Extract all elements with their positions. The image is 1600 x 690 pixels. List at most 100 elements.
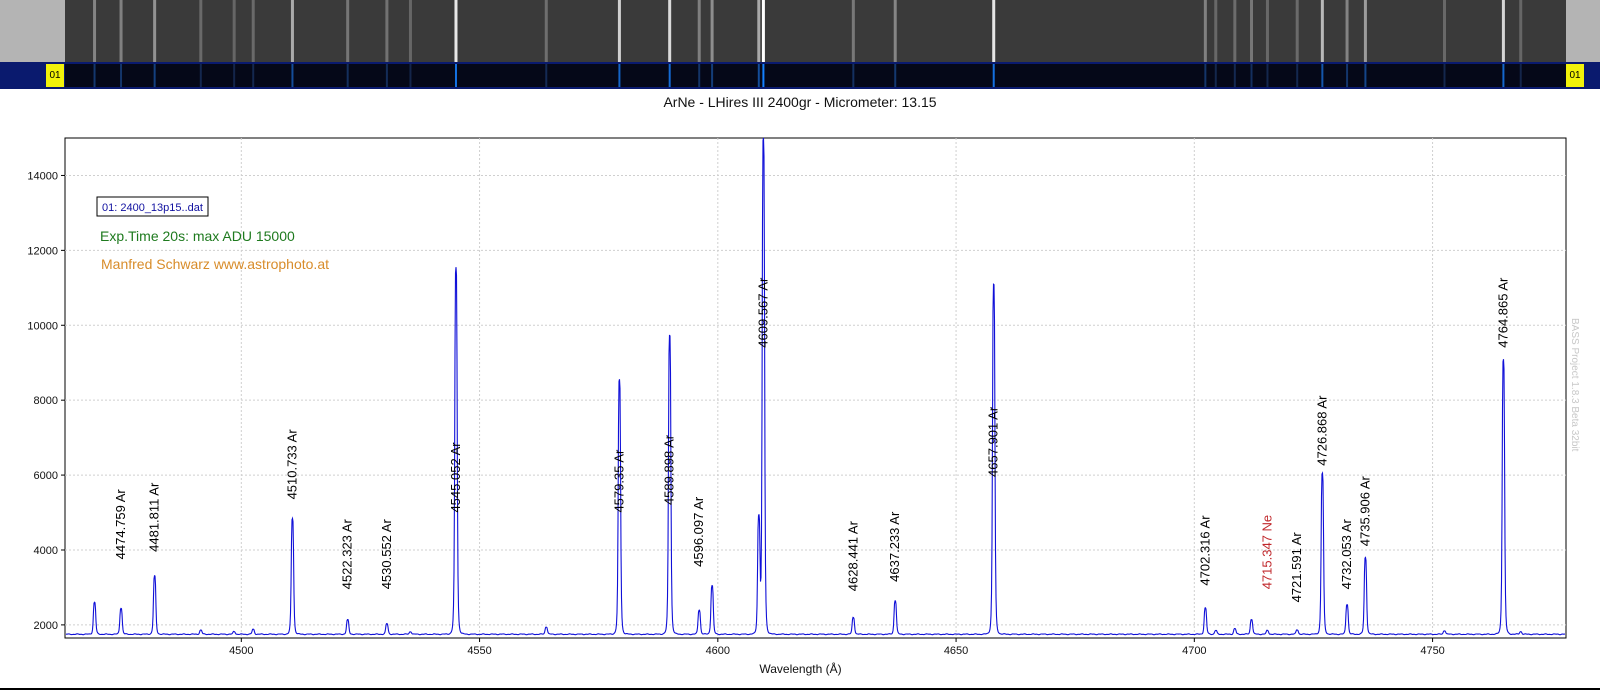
strip-line (757, 0, 761, 62)
line-label: 4589.898 Ar (662, 434, 677, 505)
line-label: 4721.591 Ar (1289, 532, 1304, 603)
line-label: 4732.053 Ar (1339, 519, 1354, 590)
strip-line (199, 0, 203, 62)
strip-line (1250, 0, 1254, 62)
color-bar-line (1250, 64, 1253, 87)
strip-line (251, 0, 255, 62)
chart-title: ArNe - LHires III 2400gr - Micrometer: 1… (663, 94, 937, 110)
strip-line (93, 0, 97, 62)
x-tick-label: 4550 (467, 645, 491, 657)
line-label: 4735.906 Ar (1357, 475, 1372, 546)
strip-line (668, 0, 672, 62)
annotation-exposure: Exp.Time 20s: max ADU 15000 (100, 228, 295, 244)
y-tick-label: 4000 (34, 545, 58, 557)
legend-entry: 01: 2400_13p15..dat (102, 202, 203, 214)
strip-line (761, 0, 765, 62)
strip-line (385, 0, 389, 62)
line-label: 4474.759 Ar (113, 489, 128, 560)
color-bar-line (894, 64, 897, 87)
color-bar-line (1233, 64, 1236, 87)
right-spectrum-marker: 01 (1566, 64, 1584, 87)
color-bar-line (252, 64, 255, 87)
x-tick-label: 4650 (944, 645, 968, 657)
color-bar-line (757, 64, 760, 87)
color-bar-line (1443, 64, 1446, 87)
line-label: 4481.811 Ar (147, 482, 162, 552)
strip-line (454, 0, 458, 62)
color-bar-line (454, 64, 457, 87)
strip-line (290, 0, 294, 62)
color-bar-line (1214, 64, 1217, 87)
software-watermark: BASS Project 1.8.3 Beta 32bit (1569, 318, 1580, 452)
left-spectrum-marker: 01 (46, 64, 64, 87)
strip-line (153, 0, 157, 62)
strip-line (544, 0, 548, 62)
strip-line (697, 0, 701, 62)
strip-line (1501, 0, 1505, 62)
color-bar-line (93, 64, 96, 87)
color-bar-line (668, 64, 671, 87)
line-label: 4628.441 Ar (845, 520, 860, 591)
line-label: 4545.052 Ar (448, 442, 463, 513)
color-bar-line (1321, 64, 1324, 87)
strip-line (1345, 0, 1349, 62)
color-bar-line (1519, 64, 1522, 87)
strip-line (1363, 0, 1367, 62)
line-label: 4530.552 Ar (379, 519, 394, 590)
color-bar-background (65, 64, 1566, 87)
line-label: 4657.901 Ar (986, 406, 1001, 477)
color-bar-line (545, 64, 548, 87)
x-axis-label: Wavelength (Å) (759, 661, 841, 676)
y-tick-label: 10000 (27, 320, 58, 332)
strip-line (1203, 0, 1207, 62)
line-label: 4702.316 Ar (1197, 515, 1212, 586)
strip-line (408, 0, 412, 62)
x-tick-label: 4750 (1420, 645, 1444, 657)
annotation-author: Manfred Schwarz www.astrophoto.at (101, 256, 329, 272)
strip-line (1233, 0, 1237, 62)
color-bar-line (992, 64, 995, 87)
strip-line (893, 0, 897, 62)
color-bar-line (1204, 64, 1207, 87)
color-bar-line (711, 64, 714, 87)
color-bar-line (385, 64, 388, 87)
y-tick-label: 14000 (27, 170, 58, 182)
line-label: 4726.868 Ar (1314, 395, 1329, 466)
y-tick-label: 8000 (34, 395, 58, 407)
strip-line (1320, 0, 1324, 62)
strip-line (992, 0, 996, 62)
color-bar-line (852, 64, 855, 87)
line-label: 4522.323 Ar (340, 519, 355, 590)
color-bar-line (153, 64, 156, 87)
strip-line (1519, 0, 1523, 62)
y-tick-label: 12000 (27, 245, 58, 257)
color-bar-line (199, 64, 202, 87)
strip-line (1214, 0, 1218, 62)
color-bar-line (346, 64, 349, 87)
legend-box (96, 196, 209, 217)
x-tick-label: 4600 (706, 645, 730, 657)
color-bar-line (762, 64, 765, 87)
strip-line (617, 0, 621, 62)
line-label: 4764.865 Ar (1495, 277, 1510, 348)
strip-line (1295, 0, 1299, 62)
line-label: 4637.233 Ar (887, 511, 902, 582)
bottom-border (0, 688, 1600, 690)
x-tick-label: 4700 (1182, 645, 1206, 657)
color-bar-line (120, 64, 123, 87)
color-bar-line (698, 64, 701, 87)
color-bar-line (1296, 64, 1299, 87)
strip-line (232, 0, 236, 62)
color-bar-line (1364, 64, 1367, 87)
y-tick-label: 6000 (34, 470, 58, 482)
color-bar-line (1502, 64, 1505, 87)
color-bar-line (233, 64, 236, 87)
line-label: 4579.35 Ar (611, 449, 626, 513)
plot-area (64, 137, 1567, 639)
line-label: 4609.567 Ar (755, 277, 770, 348)
color-bar-line (618, 64, 621, 87)
y-tick-label: 2000 (34, 620, 58, 632)
strip-line (1265, 0, 1269, 62)
line-label: 4510.733 Ar (284, 429, 299, 500)
